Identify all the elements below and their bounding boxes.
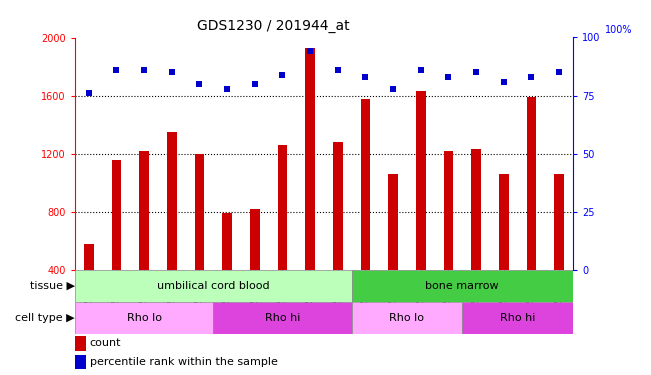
- Bar: [75, 270, 352, 302]
- Text: bone marrow: bone marrow: [425, 281, 499, 291]
- Bar: [75, 355, 86, 369]
- Point: [83, 90, 94, 96]
- Bar: [352, 302, 462, 334]
- Bar: [416, 91, 426, 270]
- Bar: [527, 97, 536, 270]
- Bar: [361, 99, 370, 270]
- Text: cell type ▶: cell type ▶: [15, 313, 75, 323]
- Bar: [305, 48, 315, 270]
- Text: tissue ▶: tissue ▶: [30, 281, 75, 291]
- Point: [111, 67, 122, 73]
- Text: umbilical cord blood: umbilical cord blood: [157, 281, 270, 291]
- Bar: [111, 159, 121, 270]
- Bar: [167, 132, 176, 270]
- Point: [167, 69, 177, 75]
- Bar: [499, 174, 508, 270]
- Point: [471, 69, 481, 75]
- Point: [194, 81, 204, 87]
- Bar: [352, 270, 573, 302]
- Bar: [139, 151, 149, 270]
- Text: GDS1230 / 201944_at: GDS1230 / 201944_at: [197, 19, 350, 33]
- Point: [554, 69, 564, 75]
- Text: Rho hi: Rho hi: [500, 313, 535, 323]
- Bar: [471, 149, 481, 270]
- Bar: [75, 336, 86, 351]
- Text: Rho lo: Rho lo: [389, 313, 424, 323]
- Bar: [250, 209, 260, 270]
- Bar: [277, 145, 287, 270]
- Point: [499, 79, 509, 85]
- Bar: [75, 302, 213, 334]
- Text: Rho hi: Rho hi: [265, 313, 300, 323]
- Bar: [213, 302, 352, 334]
- Text: Rho lo: Rho lo: [126, 313, 161, 323]
- Bar: [443, 151, 453, 270]
- Bar: [554, 174, 564, 270]
- Point: [277, 72, 288, 78]
- Point: [139, 67, 149, 73]
- Text: percentile rank within the sample: percentile rank within the sample: [90, 357, 278, 367]
- Point: [415, 67, 426, 73]
- Bar: [84, 244, 94, 270]
- Point: [305, 48, 315, 54]
- Point: [249, 81, 260, 87]
- Point: [388, 86, 398, 92]
- Bar: [388, 174, 398, 270]
- Bar: [222, 213, 232, 270]
- Bar: [195, 154, 204, 270]
- Point: [360, 74, 370, 80]
- Point: [222, 86, 232, 92]
- Point: [443, 74, 454, 80]
- Text: count: count: [90, 339, 121, 348]
- Point: [333, 67, 343, 73]
- Bar: [333, 142, 342, 270]
- Bar: [462, 302, 573, 334]
- Point: [526, 74, 536, 80]
- Text: 100%: 100%: [605, 25, 633, 35]
